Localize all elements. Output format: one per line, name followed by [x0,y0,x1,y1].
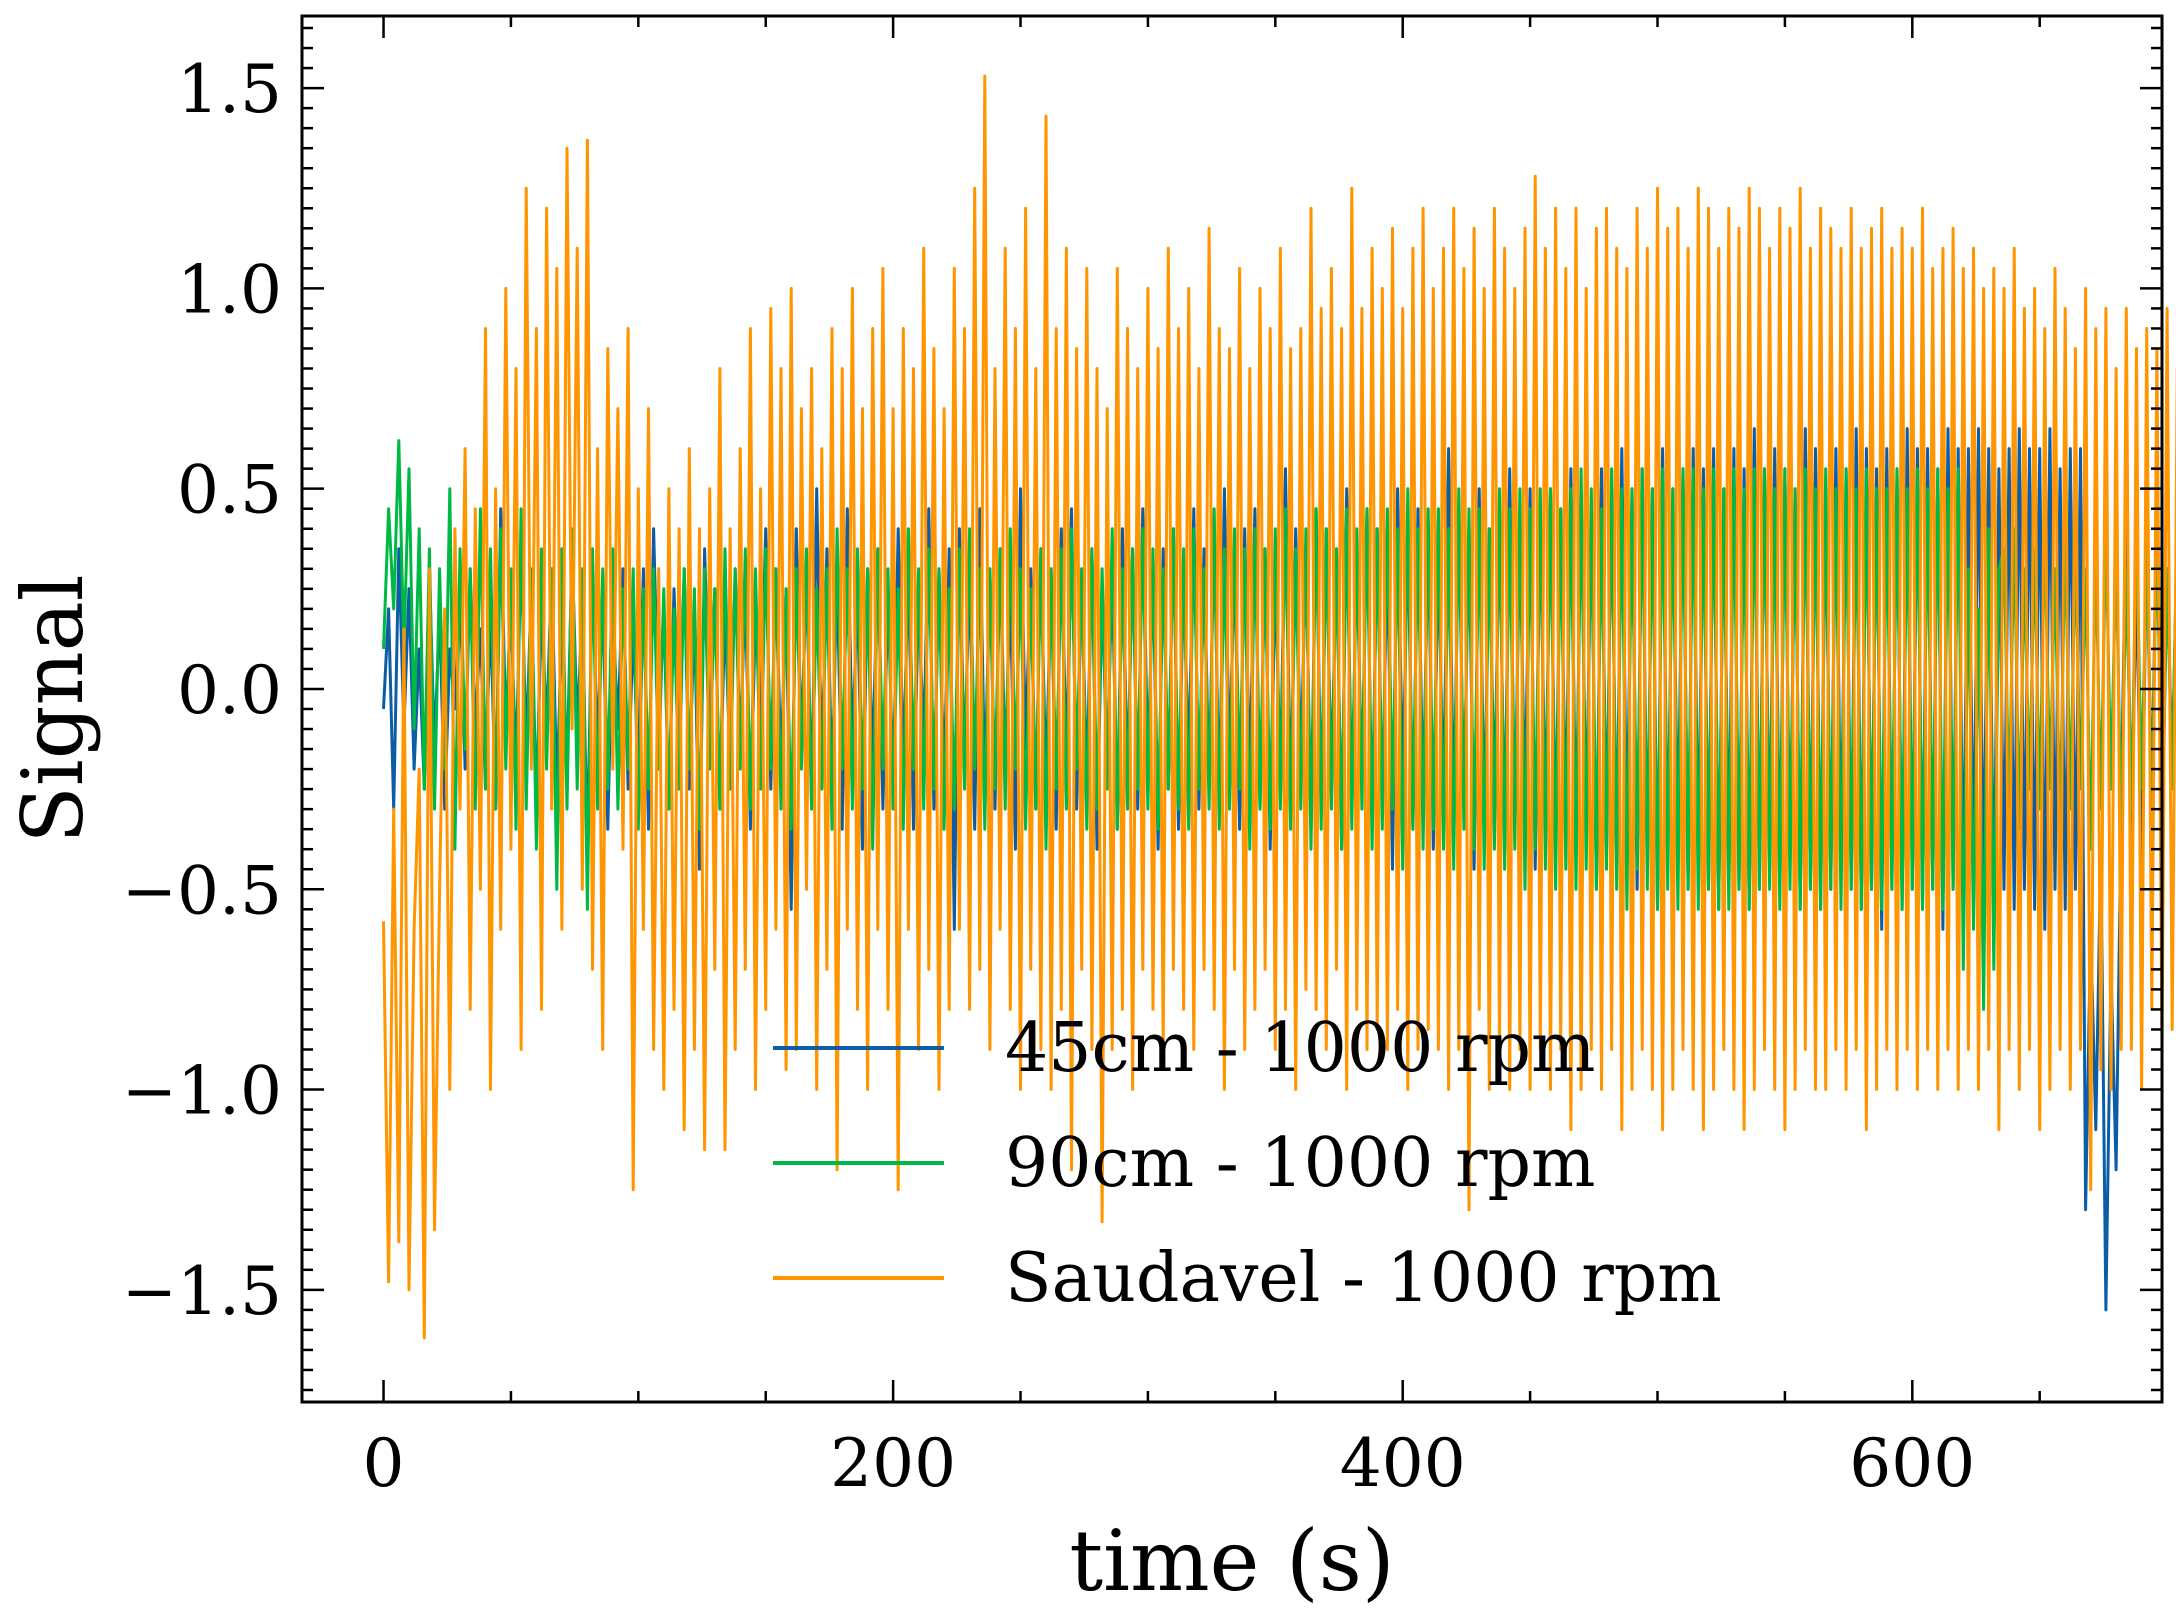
series-layer [382,74,2176,1340]
x-tick-label: 600 [1849,1425,1975,1502]
x-tick-label: 0 [363,1425,405,1502]
x-tick-label: 400 [1340,1425,1466,1502]
ticks-layer [302,16,2162,1402]
series-line-2 [382,74,2176,1340]
y-tick-label: 1.0 [177,251,282,328]
legend-label-saudavel: Saudavel - 1000 rpm [1005,1239,1722,1318]
y-tick-label: −1.0 [122,1053,282,1130]
x-tick-label: 200 [830,1425,956,1502]
y-axis-title: Signal [4,574,102,843]
y-tick-label: −0.5 [122,852,282,929]
x-axis-title: time (s) [1069,1512,1394,1610]
y-tick-label: 0.5 [177,452,282,529]
legend: 45cm - 1000 rpm 90cm - 1000 rpm Saudavel… [773,1009,1722,1318]
y-tick-label: 0.0 [177,652,282,729]
legend-label-45cm: 45cm - 1000 rpm [1005,1009,1595,1088]
tick-labels-layer: 0 200 400 600 −1.5 −1.0 −0.5 0.0 0.5 1.0 1.5 [122,51,1976,1502]
y-tick-label: 1.5 [177,51,282,128]
y-tick-label: −1.5 [122,1253,282,1330]
legend-label-90cm: 90cm - 1000 rpm [1005,1124,1595,1203]
